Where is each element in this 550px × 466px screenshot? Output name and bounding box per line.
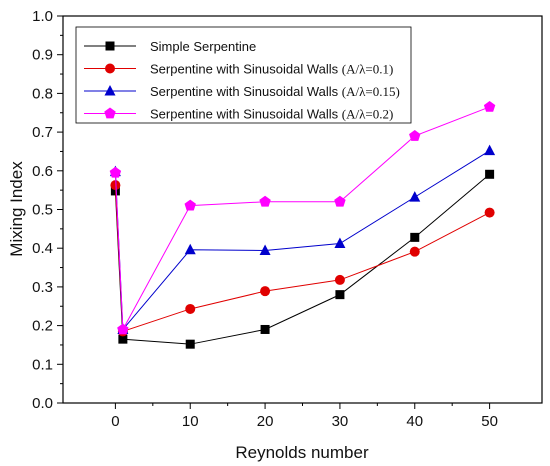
legend: Simple Serpentine Serpentine with Sinusoi…	[75, 26, 412, 124]
x-tick-label: 50	[481, 413, 498, 430]
legend-marker	[105, 41, 115, 51]
y-axis: 0.0 0.1 0.2 0.3 0.4 0.5 0.6 0.7 0.8 0.9 1.0	[32, 8, 63, 412]
y-tick-label: 0.7	[32, 124, 53, 141]
data-point	[184, 199, 196, 211]
legend-label-main: Simple Serpentine	[150, 39, 256, 54]
data-point	[110, 180, 121, 191]
y-tick-label: 0.6	[32, 163, 53, 180]
data-point	[334, 195, 346, 207]
legend-item: Serpentine with Sinusoidal Walls (A/λ=0.…	[84, 107, 393, 122]
legend-item: Serpentine with Sinusoidal Walls (A/λ=0.…	[84, 62, 393, 77]
x-tick-label: 20	[257, 413, 274, 430]
legend-label: Serpentine with Sinusoidal Walls (A/λ=0.…	[150, 107, 393, 122]
legend-label: Simple Serpentine	[150, 39, 256, 54]
y-tick-label: 1.0	[32, 8, 53, 25]
legend-box	[75, 26, 412, 124]
series-4	[109, 100, 496, 335]
data-point	[118, 334, 128, 344]
data-point	[259, 195, 271, 207]
data-point	[484, 144, 496, 156]
y-tick-label: 0.8	[32, 85, 53, 102]
data-point	[185, 339, 195, 349]
data-point	[334, 237, 346, 249]
y-tick-label: 0.4	[32, 240, 53, 257]
x-tick-label: 10	[182, 413, 199, 430]
x-tick-label: 0	[111, 413, 119, 430]
data-point	[484, 207, 495, 218]
series-2	[110, 180, 495, 337]
data-point	[409, 246, 420, 257]
data-point	[410, 232, 420, 242]
legend-marker	[104, 85, 116, 96]
data-point	[485, 169, 495, 179]
series-line	[114, 106, 490, 332]
data-point	[184, 243, 196, 255]
legend-marker	[105, 63, 115, 74]
y-tick-label: 0.1	[32, 356, 53, 373]
legend-label-param: (A/λ=0.15)	[342, 84, 400, 99]
legend-label-param: (A/λ=0.1)	[342, 62, 394, 77]
legend-item: Simple Serpentine	[84, 39, 256, 54]
data-point	[259, 244, 271, 256]
legend-label-main: Serpentine with Sinusoidal Walls	[150, 84, 342, 99]
y-tick-label: 0.2	[32, 318, 53, 335]
legend-marker	[104, 107, 116, 119]
data-point	[185, 303, 196, 314]
data-point	[260, 286, 271, 297]
data-point	[334, 274, 345, 285]
legend-label-param: (A/λ=0.2)	[342, 107, 394, 122]
legend-label-main: Serpentine with Sinusoidal Walls	[150, 107, 342, 122]
series-line	[114, 185, 490, 333]
legend-label: Serpentine with Sinusoidal Walls (A/λ=0.…	[150, 84, 400, 99]
data-point	[335, 290, 345, 300]
y-tick-label: 0.9	[32, 47, 53, 64]
y-tick-label: 0.3	[32, 279, 53, 296]
data-point	[109, 166, 122, 178]
data-point	[409, 129, 421, 141]
y-axis-title: Mixing Index	[7, 161, 26, 257]
data-point	[483, 100, 496, 112]
y-tick-label: 0.0	[32, 395, 53, 412]
series-layer	[109, 100, 496, 349]
x-axis: 0 10 20 30 40 50	[111, 403, 498, 430]
data-point	[409, 191, 421, 202]
data-point	[117, 323, 129, 335]
x-axis-title: Reynolds number	[235, 443, 369, 462]
legend-label: Serpentine with Sinusoidal Walls (A/λ=0.…	[150, 62, 393, 77]
x-tick-label: 40	[406, 413, 423, 430]
series-3	[109, 144, 496, 334]
series-1	[110, 169, 495, 349]
legend-item: Serpentine with Sinusoidal Walls (A/λ=0.…	[84, 84, 400, 99]
series-line	[114, 173, 490, 345]
legend-label-main: Serpentine with Sinusoidal Walls	[150, 62, 342, 77]
y-tick-label: 0.5	[32, 202, 53, 219]
x-tick-label: 30	[332, 413, 349, 430]
data-point	[260, 324, 270, 334]
